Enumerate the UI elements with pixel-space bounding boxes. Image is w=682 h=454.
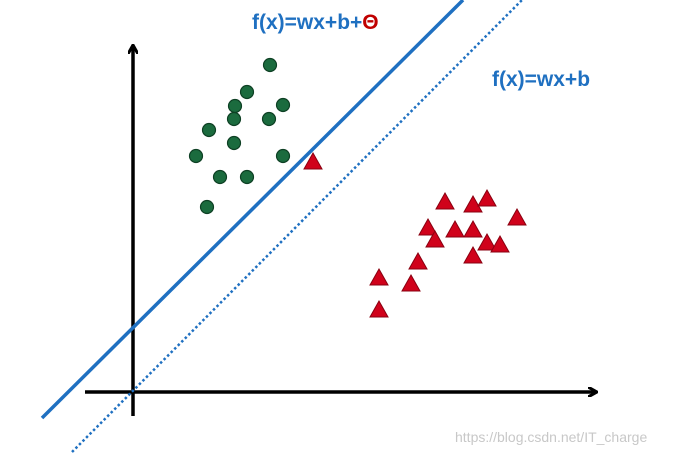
red-point <box>490 234 510 253</box>
green-point <box>188 148 204 164</box>
shifted-label: f(x)=wx+b+Θ <box>252 11 379 34</box>
green-point <box>201 122 217 138</box>
green-point <box>226 135 242 151</box>
green-point <box>262 57 278 73</box>
red-point <box>477 188 497 207</box>
red-point <box>303 151 323 170</box>
green-point <box>226 111 242 127</box>
red-point <box>445 219 465 238</box>
red-point <box>435 191 455 210</box>
red-point <box>418 217 438 236</box>
base-boundary <box>71 0 523 453</box>
shift-symbol: Θ <box>362 11 378 34</box>
red-point <box>463 194 483 213</box>
green-point <box>239 84 255 100</box>
red-point <box>408 251 428 270</box>
red-point <box>369 299 389 318</box>
green-class <box>188 57 291 215</box>
green-point <box>227 98 243 114</box>
red-class <box>303 151 527 318</box>
green-point <box>275 97 291 113</box>
red-point <box>463 245 483 264</box>
red-point <box>401 273 421 292</box>
red-point <box>425 229 445 248</box>
red-point <box>477 232 497 251</box>
red-point <box>507 207 527 226</box>
watermark: https://blog.csdn.net/IT_charge <box>455 429 647 445</box>
green-point <box>261 111 277 127</box>
green-point <box>239 169 255 185</box>
red-point <box>369 267 389 286</box>
base-label: f(x)=wx+b <box>492 68 590 91</box>
green-point <box>212 169 228 185</box>
shifted-boundary <box>40 0 465 420</box>
shifted-label-text: f(x)=wx+b+ <box>252 11 362 34</box>
red-point <box>463 219 483 238</box>
green-point <box>275 148 291 164</box>
green-point <box>199 199 215 215</box>
